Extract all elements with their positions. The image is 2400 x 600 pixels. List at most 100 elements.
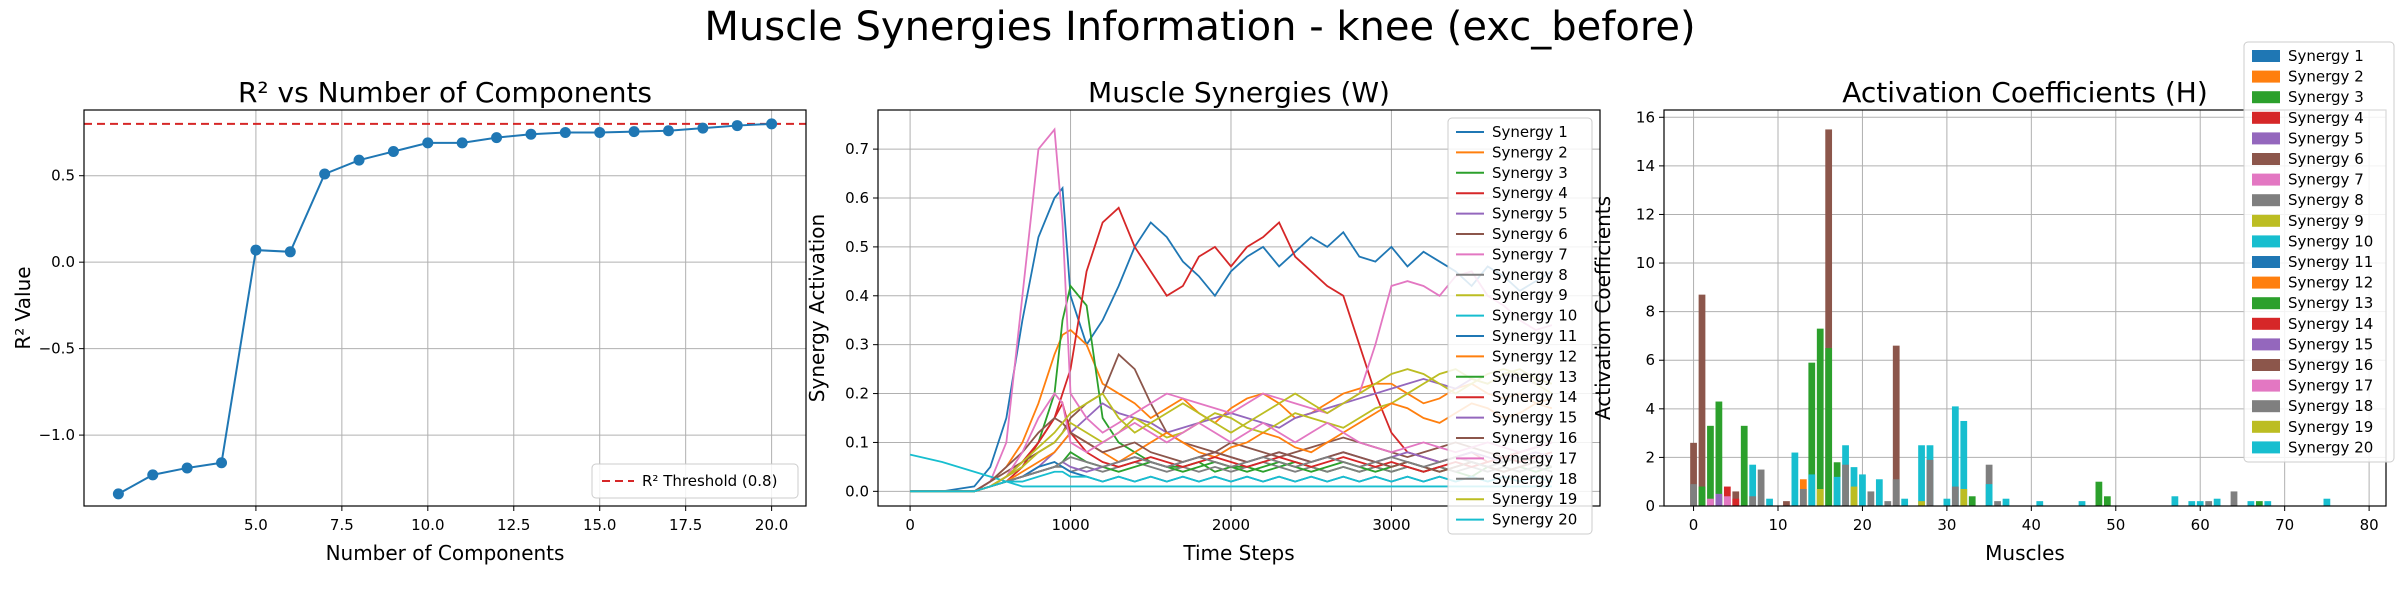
x-tick-label: 5.0 bbox=[244, 516, 268, 534]
activation-bar bbox=[1791, 452, 1799, 506]
y-axis-label: R² Value bbox=[11, 266, 35, 349]
activation-bar bbox=[1943, 498, 1951, 506]
activation-bar bbox=[1707, 425, 1714, 506]
legend-label: Synergy 2 bbox=[2288, 68, 2364, 86]
x-tick-label: 80 bbox=[2360, 516, 2379, 534]
activation-bar bbox=[1875, 479, 1883, 506]
x-tick-label: 60 bbox=[2191, 516, 2210, 534]
legend-swatch bbox=[2252, 338, 2280, 351]
activation-bar bbox=[1740, 425, 1748, 506]
legend-label: Synergy 17 bbox=[1492, 449, 1577, 467]
legend-label: Synergy 6 bbox=[2288, 150, 2364, 168]
legend-swatch bbox=[2252, 400, 2280, 413]
legend-label: Synergy 1 bbox=[2288, 47, 2364, 65]
x-tick-label: 40 bbox=[2022, 516, 2041, 534]
activation-bar bbox=[1799, 488, 1807, 506]
activation-bar bbox=[2323, 498, 2331, 506]
legend-label: Synergy 13 bbox=[2288, 294, 2373, 312]
r2-point bbox=[147, 469, 159, 481]
activation-bar bbox=[1825, 348, 1833, 506]
legend-label: Synergy 8 bbox=[1492, 266, 1568, 284]
activation-bar bbox=[1715, 401, 1723, 506]
y-tick-label: 0.5 bbox=[51, 167, 75, 185]
x-tick-label: 30 bbox=[1937, 516, 1956, 534]
legend-swatch bbox=[2252, 379, 2280, 392]
legend-label: Synergy 7 bbox=[2288, 171, 2364, 189]
activation-bar bbox=[1842, 464, 1849, 506]
activation-bar bbox=[1690, 484, 1697, 506]
activation-bar bbox=[1960, 488, 1968, 506]
x-tick-label: 10.0 bbox=[411, 516, 444, 534]
y-tick-label: 0.6 bbox=[845, 189, 869, 207]
legend-swatch bbox=[2252, 235, 2280, 248]
activation-bar bbox=[1783, 501, 1790, 506]
legend-label: Synergy 3 bbox=[1492, 164, 1568, 182]
x-tick-label: 50 bbox=[2106, 516, 2125, 534]
y-tick-label: 14 bbox=[1636, 157, 1655, 175]
activation-chart: 0 10 20 30 40 50 60 70 80 0 2 4 6 8 10 12 14 16 Muscles Act… bbox=[1591, 41, 2395, 565]
activation-bar bbox=[1698, 294, 1706, 506]
legend-label: Synergy 16 bbox=[2288, 356, 2373, 374]
activation-bar bbox=[1808, 362, 1816, 506]
legend-swatch bbox=[2252, 70, 2280, 83]
legend-swatch bbox=[2252, 194, 2280, 207]
x-tick-label: 0 bbox=[905, 516, 915, 534]
activation-bar bbox=[1859, 474, 1866, 506]
r2-line bbox=[117, 122, 772, 495]
legend-swatch bbox=[2252, 50, 2280, 62]
legend-swatch bbox=[2252, 276, 2280, 289]
activation-bar bbox=[2205, 501, 2213, 506]
y-tick-label: 0.0 bbox=[845, 482, 869, 500]
axes-frame bbox=[83, 109, 807, 507]
y-tick-label: 0.3 bbox=[845, 336, 869, 354]
activation-bar bbox=[1951, 486, 1959, 506]
activation-bar bbox=[1749, 464, 1757, 506]
activation-bar bbox=[1884, 501, 1892, 506]
activation-bar bbox=[2213, 498, 2221, 506]
activation-bar bbox=[1951, 406, 1959, 506]
legend-swatch bbox=[2252, 297, 2280, 310]
activation-bar bbox=[1918, 501, 1925, 506]
x-tick-label: 7.5 bbox=[330, 516, 354, 534]
activation-bar bbox=[2002, 498, 2010, 506]
r2-point bbox=[456, 137, 468, 149]
r2-point bbox=[216, 457, 228, 469]
activation-bar bbox=[1825, 129, 1833, 506]
activation-bar bbox=[1833, 476, 1841, 506]
legend-swatch bbox=[2252, 173, 2280, 186]
r2-point bbox=[250, 244, 262, 256]
r2-point bbox=[594, 126, 606, 138]
activation-bar bbox=[2171, 496, 2179, 506]
legend-swatch bbox=[2252, 153, 2280, 165]
legend-label: Synergy 4 bbox=[2288, 109, 2364, 127]
activation-bar bbox=[1926, 459, 1934, 506]
x-tick-label: 0 bbox=[1689, 516, 1699, 534]
activation-bar bbox=[1892, 345, 1900, 506]
y-axis-label: Synergy Activation bbox=[805, 214, 829, 402]
activation-bar bbox=[2230, 491, 2238, 506]
legend-box bbox=[2243, 41, 2395, 463]
activation-bar bbox=[1723, 496, 1731, 506]
y-tick-label: 4 bbox=[1645, 400, 1655, 418]
activation-bar bbox=[1994, 501, 2001, 506]
activation-bar bbox=[1867, 491, 1875, 506]
legend-label: Synergy 14 bbox=[1492, 388, 1577, 406]
r2-point bbox=[731, 120, 743, 132]
activation-bar bbox=[1749, 496, 1757, 506]
chart-title: Muscle Synergies (W) bbox=[1088, 76, 1390, 109]
activation-bar bbox=[2188, 501, 2196, 506]
y-axis-label: Activation Coefficients bbox=[1591, 196, 1615, 420]
y-tick-label: 0.4 bbox=[845, 287, 869, 305]
legend-label: Synergy 7 bbox=[1492, 245, 1568, 263]
legend-label: Synergy 14 bbox=[2288, 315, 2373, 333]
legend-label: Synergy 11 bbox=[2288, 253, 2373, 271]
legend-label: Synergy 5 bbox=[2288, 129, 2364, 147]
legend-label: Synergy 1 bbox=[1492, 123, 1568, 141]
activation-bar bbox=[2264, 501, 2272, 506]
r2-point bbox=[525, 128, 537, 140]
x-axis-label: Time Steps bbox=[1182, 541, 1294, 565]
legend-swatch bbox=[2252, 420, 2280, 433]
legend-label: Synergy 6 bbox=[1492, 225, 1568, 243]
legend-threshold-label: R² Threshold (0.8) bbox=[642, 472, 777, 490]
legend-label: Synergy 20 bbox=[1492, 511, 1577, 529]
